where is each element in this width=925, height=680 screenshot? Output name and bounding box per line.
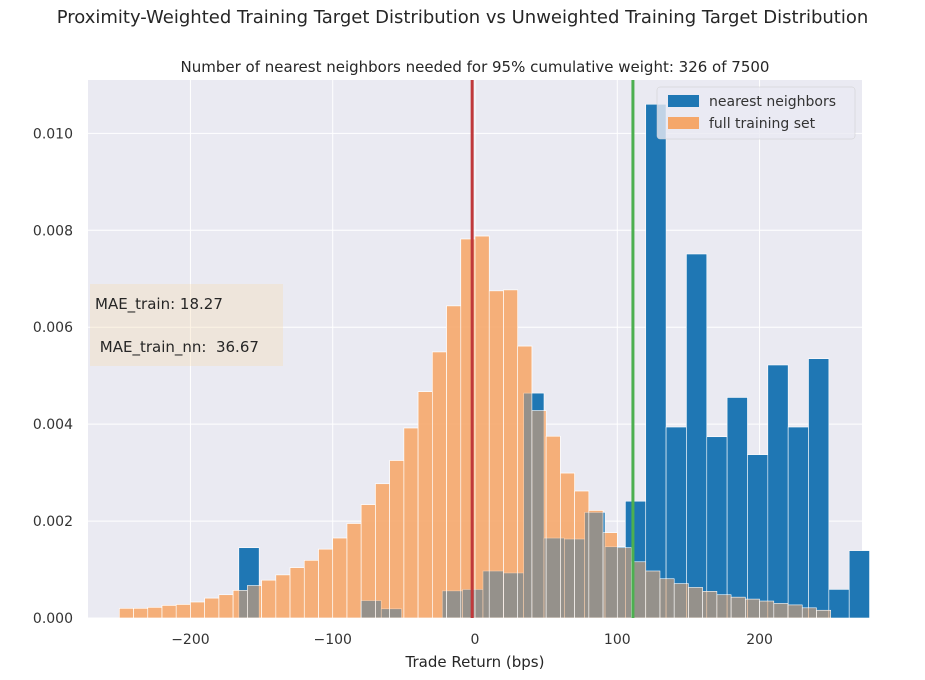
full-training-set-bar-overlay: [503, 289, 518, 619]
x-tick-label: 100: [604, 632, 631, 648]
nearest-neighbor-bar: [726, 397, 748, 619]
full-training-set-bar-overlay: [545, 435, 561, 619]
y-tick-label: 0.004: [33, 417, 73, 433]
full-training-set-bar-overlay: [417, 391, 433, 619]
mae-train-nn-text: MAE_train_nn: 36.67: [95, 338, 259, 357]
full-training-set-bar-overlay: [204, 597, 220, 619]
nearest-neighbor-bar: [686, 253, 708, 619]
full-training-set-bar-overlay: [289, 567, 305, 619]
x-axis-label: Trade Return (bps): [405, 653, 545, 671]
full-training-set-bar-overlay: [119, 608, 134, 619]
legend-swatch-nearest-neighbors: [668, 95, 699, 107]
full-training-set-bar-overlay: [232, 590, 248, 619]
nearest-neighbor-bar: [767, 364, 789, 619]
full-training-set-bar-overlay: [403, 427, 419, 619]
full-training-set-bar-overlay: [673, 583, 689, 619]
legend-box: [656, 86, 856, 140]
full-training-set-bar-overlay: [730, 596, 746, 619]
y-tick-label: 0.006: [33, 320, 73, 336]
full-training-set-bar-overlay: [261, 579, 277, 619]
y-tick-label: 0.000: [33, 611, 73, 627]
x-tick-label: −100: [313, 632, 351, 648]
full-training-set-bar-overlay: [175, 604, 191, 619]
full-training-set-bar-overlay: [147, 607, 163, 619]
full-training-set-bar-overlay: [375, 483, 390, 619]
full-training-set-bar-overlay: [446, 305, 462, 619]
nearest-neighbor-bar: [808, 358, 830, 619]
nearest-neighbor-bar: [828, 589, 850, 619]
full-training-set-bar-overlay: [218, 594, 234, 619]
legend-label-nearest-neighbors: nearest neighbors: [709, 94, 836, 110]
full-training-set-bar-overlay: [702, 591, 718, 619]
full-training-set-bar-overlay: [318, 548, 334, 619]
mae-train-text: MAE_train: 18.27: [95, 295, 223, 314]
full-training-set-bar-overlay: [389, 460, 405, 619]
nearest-neighbor-bar: [706, 436, 728, 619]
full-training-set-bar-overlay: [531, 410, 547, 619]
y-tick-label: 0.002: [33, 514, 73, 530]
full-training-set-bar-overlay: [332, 537, 348, 619]
full-training-set-bar-overlay: [161, 605, 177, 619]
nearest-neighbor-bar: [848, 550, 870, 619]
chart-legend: nearest neighbors full training set: [656, 86, 856, 140]
full-training-set-bar-overlay: [474, 235, 490, 619]
full-training-set-bar-overlay: [432, 351, 447, 619]
full-training-set-bar-overlay: [773, 603, 789, 619]
full-training-set-bar-overlay: [517, 345, 533, 619]
legend-swatch-full-training-set: [668, 117, 699, 129]
y-tick-label: 0.008: [33, 223, 73, 239]
full-training-set-bar-overlay: [616, 547, 632, 619]
full-training-set-bar-overlay: [303, 560, 319, 619]
full-training-set-bar-overlay: [190, 601, 205, 619]
nearest-neighbor-bar: [787, 426, 809, 619]
chart-title: Number of nearest neighbors needed for 9…: [181, 58, 770, 76]
mae-annotation: MAE_train: 18.27 MAE_train_nn: 36.67: [90, 284, 283, 366]
full-training-set-bar-overlay: [602, 532, 618, 619]
y-tick-label: 0.010: [33, 126, 73, 142]
full-training-set-bar-overlay: [247, 585, 262, 619]
full-training-set-bar-overlay: [816, 609, 831, 619]
reference-lines: [470, 80, 635, 618]
full-training-set-bar-overlay: [659, 578, 675, 619]
full-training-set-bar-overlay: [574, 490, 590, 619]
x-tick-label: 200: [746, 632, 773, 648]
x-tick-label: −200: [171, 632, 209, 648]
figure-suptitle: Proximity-Weighted Training Target Distr…: [56, 7, 869, 28]
full-training-set-bar-overlay: [360, 504, 376, 619]
full-training-set-bar-overlay: [787, 604, 803, 619]
x-tick-label: 0: [471, 632, 480, 648]
full-training-set-bar-overlay: [275, 574, 291, 619]
full-training-set-overlay: [119, 235, 831, 619]
full-training-set-bar-overlay: [588, 510, 604, 619]
mae-annotation-box: [90, 284, 283, 366]
full-training-set-bar-overlay: [745, 598, 760, 619]
nearest-neighbor-bar: [747, 454, 769, 619]
full-training-set-bar-overlay: [759, 600, 775, 619]
full-training-set-bar-overlay: [488, 290, 504, 619]
full-training-set-bar-overlay: [346, 523, 362, 619]
full-training-set-bar-overlay: [560, 472, 575, 619]
x-tick-labels: −200 −100 0 100 200: [171, 632, 773, 648]
full-training-set-bar-overlay: [801, 607, 817, 619]
legend-label-full-training-set: full training set: [709, 116, 816, 132]
full-training-set-bar-overlay: [645, 570, 661, 619]
nearest-neighbor-bar: [645, 103, 667, 619]
full-training-set-bar-overlay: [688, 587, 703, 619]
full-training-set-bar-overlay: [716, 594, 732, 619]
y-tick-labels: 0.000 0.002 0.004 0.006 0.008 0.010: [33, 126, 73, 627]
full-training-set-bar-overlay: [133, 608, 149, 619]
